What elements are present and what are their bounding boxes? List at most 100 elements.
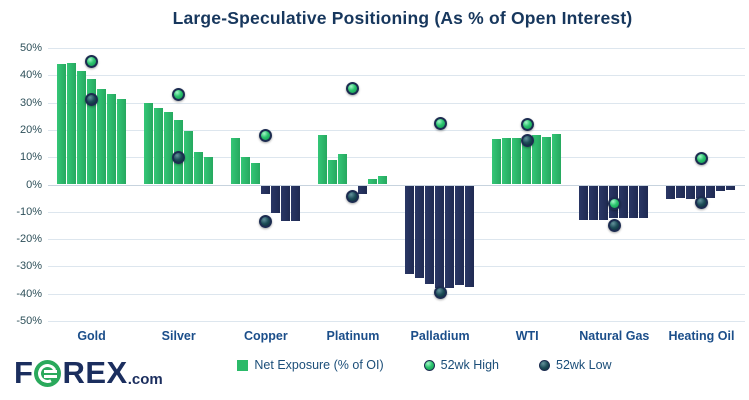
category-label-natural-gas: Natural Gas <box>579 329 650 343</box>
bar-platinum <box>367 179 377 185</box>
bar-palladium <box>405 185 415 275</box>
bar-palladium <box>435 185 445 288</box>
category-label-heating-oil: Heating Oil <box>668 329 735 343</box>
52wk-high-dot <box>85 55 99 69</box>
52wk-low-dot <box>694 195 708 209</box>
legend-label-52wk-low: 52wk Low <box>556 358 612 372</box>
bar-silver <box>163 112 173 185</box>
bar-natural-gas <box>599 185 609 220</box>
category-label-silver: Silver <box>161 329 196 343</box>
gridline-20 <box>48 129 745 131</box>
bar-copper <box>230 138 240 185</box>
y-tick-label: 40% <box>19 69 42 82</box>
bar-wti <box>502 138 512 185</box>
52wk-high-dot <box>346 82 360 96</box>
52wk-low-dot <box>259 214 273 228</box>
bar-wti <box>532 135 542 185</box>
bar-wti <box>552 133 562 185</box>
legend-item-52wk-high: 52wk High <box>423 358 499 372</box>
bar-natural-gas <box>629 185 639 219</box>
y-tick-label: 0% <box>26 178 42 191</box>
logo-com: .com <box>127 371 163 388</box>
net-exposure-swatch-icon <box>237 359 249 371</box>
bar-heating-oil <box>666 185 676 200</box>
bar-gold <box>106 94 116 185</box>
bar-natural-gas <box>579 185 589 220</box>
legend-label-52wk-high: 52wk High <box>440 358 499 372</box>
bar-palladium <box>455 185 465 286</box>
bar-copper <box>250 162 260 185</box>
52wk-low-dot <box>85 93 99 107</box>
bar-natural-gas <box>639 185 649 219</box>
low-dot-swatch-icon <box>539 359 550 371</box>
bar-wti <box>512 138 522 185</box>
bar-platinum <box>377 176 387 185</box>
52wk-high-dot <box>433 116 447 130</box>
bar-wti <box>492 139 502 185</box>
bar-wti <box>522 138 532 185</box>
y-tick-label: -40% <box>16 287 42 300</box>
bar-copper <box>260 185 270 194</box>
bar-silver <box>203 157 213 185</box>
gridline-40 <box>48 75 745 77</box>
y-tick-label: -30% <box>16 260 42 273</box>
bar-platinum <box>327 159 337 185</box>
bar-copper <box>280 185 290 221</box>
bar-heating-oil <box>706 185 716 198</box>
52wk-low-dot <box>433 285 447 299</box>
52wk-high-dot <box>172 87 186 101</box>
category-label-copper: Copper <box>243 329 288 343</box>
legend-item-52wk-low: 52wk Low <box>539 358 612 372</box>
bar-heating-oil <box>696 185 706 198</box>
bar-wti <box>542 136 552 185</box>
y-tick-label: -10% <box>16 205 42 218</box>
bar-gold <box>56 64 66 185</box>
bar-gold <box>96 88 106 185</box>
gridline-50 <box>48 48 745 49</box>
logo-f: F <box>14 355 34 390</box>
52wk-high-dot <box>694 152 708 166</box>
bar-platinum <box>317 135 327 185</box>
52wk-high-dot <box>259 128 273 142</box>
52wk-high-dot <box>607 197 621 211</box>
gridline-0 <box>48 184 745 186</box>
bar-palladium <box>445 185 455 288</box>
bar-heating-oil <box>726 185 736 190</box>
bar-silver <box>153 108 163 185</box>
plot-area <box>48 48 745 322</box>
category-label-platinum: Platinum <box>326 329 380 343</box>
52wk-low-dot <box>520 134 534 148</box>
bar-palladium <box>415 185 425 279</box>
bar-palladium <box>465 185 475 287</box>
legend-label-net-exposure: Net Exposure (% of OI) <box>254 358 384 372</box>
bar-gold <box>116 98 126 185</box>
52wk-low-dot <box>172 150 186 164</box>
legend: Net Exposure (% of OI) 52wk High 52wk Lo… <box>100 358 749 372</box>
high-dot-swatch-icon <box>423 359 435 371</box>
y-tick-label: 10% <box>19 151 42 164</box>
y-tick-label: 30% <box>19 96 42 109</box>
bar-silver <box>193 151 203 185</box>
bar-platinum <box>357 185 367 194</box>
bar-gold <box>86 79 96 185</box>
gridline--50 <box>48 321 745 322</box>
gridline--30 <box>48 266 745 268</box>
52wk-low-dot <box>346 190 360 204</box>
forex-logo: F REX .com <box>14 352 163 394</box>
gridline--40 <box>48 293 745 295</box>
bar-silver <box>143 102 153 185</box>
chart-title: Large-Speculative Positioning (As % of O… <box>172 8 633 28</box>
bar-silver <box>183 131 193 185</box>
bar-copper <box>240 157 250 185</box>
category-label-palladium: Palladium <box>410 329 470 343</box>
bar-heating-oil <box>716 185 726 191</box>
bar-heating-oil <box>676 185 686 198</box>
legend-item-net-exposure: Net Exposure (% of OI) <box>237 358 384 372</box>
bar-natural-gas <box>589 185 599 220</box>
logo-o-icon <box>34 359 62 387</box>
52wk-low-dot <box>607 218 621 232</box>
y-tick-label: 50% <box>19 42 42 54</box>
gridline--20 <box>48 239 745 241</box>
bar-copper <box>290 185 300 221</box>
